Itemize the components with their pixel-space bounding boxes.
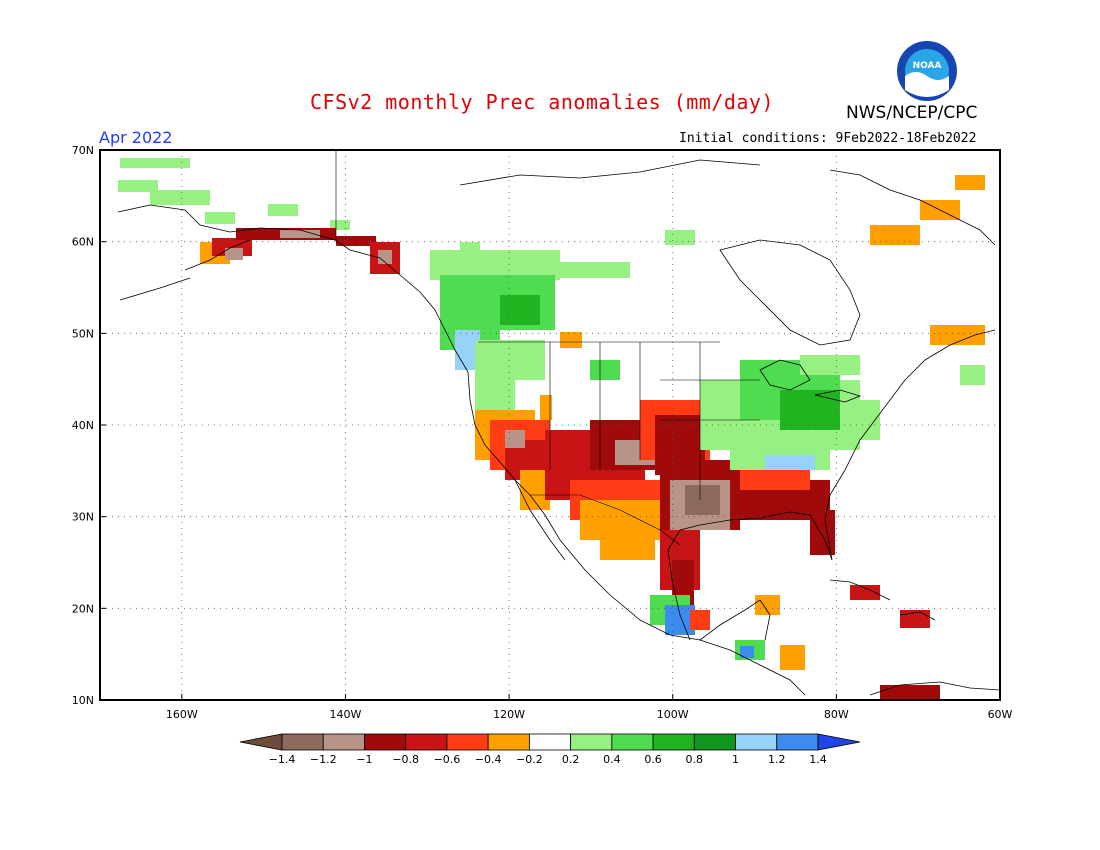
noaa-logo: NOAA	[897, 41, 957, 101]
colorbar-swatch	[446, 733, 489, 751]
longitude-labels: 160W 140W 120W 100W 80W 60W	[166, 694, 1013, 721]
colorbar-label: −0.8	[392, 753, 419, 766]
colorbar-label: 0.6	[644, 753, 662, 766]
colorbar: −1.4 −1.2 −1 −0.8 −0.6 −0.4 −0.2 0.2 0.4 0.6 0.8 1 1…	[239, 733, 861, 766]
colorbar-swatch	[570, 733, 613, 751]
lon-label: 80W	[824, 708, 849, 721]
colorbar-left-arrow	[239, 733, 283, 751]
initial-conditions: Initial conditions: 9Feb2022-18Feb2022	[679, 131, 977, 146]
colorbar-label: 0.2	[562, 753, 580, 766]
svg-text:NOAA: NOAA	[913, 61, 942, 71]
colorbar-label: −1.4	[269, 753, 296, 766]
lat-label: 20N	[72, 602, 94, 615]
coastlines	[117, 159, 1000, 696]
forecast-month: Apr 2022	[99, 128, 173, 147]
colorbar-right-arrow	[817, 733, 861, 751]
lat-label: 50N	[72, 327, 94, 340]
lon-label: 100W	[657, 708, 689, 721]
latitude-labels: 70N 60N 50N 40N 30N 20N 10N	[72, 144, 106, 707]
lat-label: 10N	[72, 694, 94, 707]
colorbar-swatch	[405, 733, 448, 751]
colorbar-label: −0.6	[434, 753, 461, 766]
colorbar-swatch	[322, 733, 365, 751]
lon-label: 120W	[493, 708, 525, 721]
lat-label: 30N	[72, 511, 94, 524]
colorbar-swatch	[735, 733, 778, 751]
colorbar-label: −0.2	[516, 753, 543, 766]
lon-label: 160W	[166, 708, 198, 721]
lon-label: 140W	[330, 708, 362, 721]
colorbar-label: 0.8	[686, 753, 704, 766]
colorbar-label: 1	[732, 753, 739, 766]
colorbar-label: −1	[356, 753, 372, 766]
graticule	[100, 150, 1000, 700]
colorbar-swatch	[693, 733, 736, 751]
colorbar-label: 1.2	[768, 753, 786, 766]
colorbar-label: −0.4	[475, 753, 502, 766]
agency-label: NWS/NCEP/CPC	[846, 103, 978, 123]
anomaly-field	[118, 158, 985, 700]
colorbar-swatch	[776, 733, 819, 751]
chart-title: CFSv2 monthly Prec anomalies (mm/day)	[310, 90, 775, 114]
colorbar-swatch	[528, 733, 572, 751]
colorbar-swatch	[611, 733, 654, 751]
colorbar-label: 1.4	[809, 753, 827, 766]
lat-label: 70N	[72, 144, 94, 157]
colorbar-swatch	[487, 733, 530, 751]
colorbar-swatch	[652, 733, 695, 751]
colorbar-swatch	[281, 733, 324, 751]
colorbar-label: −1.2	[310, 753, 337, 766]
lat-label: 40N	[72, 419, 94, 432]
lon-label: 60W	[988, 708, 1013, 721]
colorbar-label: 0.4	[603, 753, 621, 766]
political-borders	[335, 150, 760, 546]
lat-label: 60N	[72, 236, 94, 249]
colorbar-swatch	[364, 733, 407, 751]
